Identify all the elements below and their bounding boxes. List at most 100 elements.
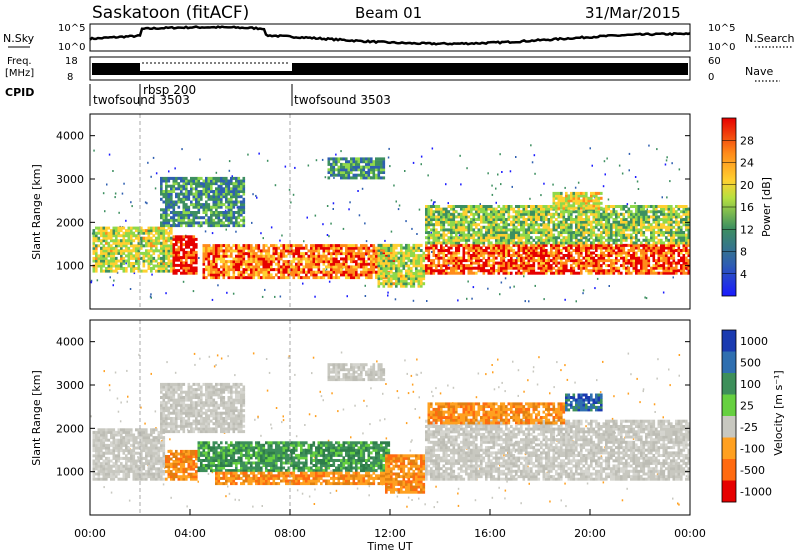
- heatmap-cell: [450, 225, 453, 229]
- heatmap-cell: [447, 271, 451, 275]
- scatter-cell: [662, 291, 665, 294]
- heatmap-cell: [170, 254, 173, 258]
- heatmap-cell: [300, 276, 303, 280]
- heatmap-cell: [352, 254, 356, 258]
- heatmap-cell: [455, 220, 458, 224]
- heatmap-cell: [572, 266, 576, 270]
- heatmap-cell: [342, 165, 346, 169]
- heatmap-cell: [470, 218, 473, 221]
- heatmap-cell: [232, 176, 236, 180]
- heatmap-cell: [615, 228, 618, 232]
- heatmap-cell: [637, 205, 641, 208]
- heatmap-cell: [580, 223, 583, 227]
- heatmap-cell: [632, 266, 636, 270]
- heatmap-cell: [600, 254, 603, 257]
- heatmap-cell: [495, 269, 498, 273]
- heatmap-cell: [140, 244, 143, 248]
- heatmap-cell: [495, 233, 498, 237]
- heatmap-cell: [180, 240, 183, 244]
- heatmap-cell: [220, 205, 223, 209]
- heatmap-cell: [190, 253, 193, 257]
- heatmap-cell: [640, 228, 643, 232]
- heatmap-cell: [610, 246, 613, 250]
- heatmap-cell: [657, 231, 661, 234]
- heatmap-cell: [512, 233, 516, 237]
- heatmap-cell: [517, 223, 521, 227]
- heatmap-cell: [592, 241, 596, 245]
- heatmap-cell: [450, 215, 453, 219]
- heatmap-cell: [367, 165, 371, 169]
- heatmap-cell: [160, 197, 163, 201]
- heatmap-cell: [190, 182, 193, 186]
- heatmap-cell: [615, 223, 618, 227]
- heatmap-cell: [570, 264, 573, 268]
- heatmap-cell: [167, 213, 171, 217]
- scatter-cell: [626, 203, 629, 206]
- heatmap-cell: [662, 246, 666, 250]
- heatmap-cell: [532, 243, 536, 247]
- heatmap-cell: [225, 268, 228, 272]
- heatmap-cell: [635, 238, 638, 242]
- heatmap-cell: [460, 212, 463, 216]
- heatmap-cell: [470, 269, 473, 273]
- heatmap-cell: [462, 236, 466, 240]
- heatmap-cell: [140, 246, 143, 250]
- heatmap-cell: [430, 236, 433, 240]
- heatmap-cell: [475, 233, 478, 237]
- heatmap-cell: [570, 256, 573, 260]
- heatmap-cell: [195, 190, 198, 193]
- heatmap-cell: [447, 210, 451, 214]
- heatmap-cell: [327, 249, 331, 253]
- heatmap-cell: [315, 270, 318, 274]
- heatmap-cell: [515, 236, 518, 240]
- heatmap-cell: [642, 243, 646, 247]
- heatmap-cell: [625, 259, 628, 263]
- heatmap-cell: [215, 273, 218, 277]
- heatmap-cell: [202, 270, 206, 274]
- heatmap-cell: [157, 229, 161, 233]
- heatmap-cell: [500, 210, 503, 214]
- heatmap-cell: [477, 218, 481, 221]
- heatmap-cell: [435, 246, 438, 250]
- heatmap-cell: [595, 238, 598, 242]
- heatmap-cell: [240, 211, 243, 214]
- heatmap-cell: [217, 273, 221, 277]
- heatmap-cell: [497, 261, 501, 265]
- heatmap-cell: [190, 200, 193, 204]
- heatmap-cell: [522, 266, 526, 270]
- heatmap-cell: [552, 233, 556, 237]
- heatmap-cell: [507, 236, 511, 240]
- heatmap-cell: [635, 241, 638, 245]
- heatmap-cell: [642, 256, 646, 260]
- heatmap-cell: [647, 218, 651, 221]
- nsearch-tick-bottom: 10^0: [708, 42, 735, 53]
- heatmap-cell: [337, 157, 341, 161]
- heatmap-cell: [482, 212, 486, 216]
- heatmap-cell: [187, 195, 191, 199]
- heatmap-cell: [382, 160, 386, 164]
- scatter-cell: [288, 188, 291, 191]
- heatmap-cell: [440, 251, 443, 255]
- heatmap-cell: [575, 218, 578, 221]
- heatmap-cell: [400, 261, 403, 265]
- heatmap-cell: [200, 190, 203, 193]
- heatmap-cell: [467, 236, 471, 240]
- heatmap-cell: [577, 225, 581, 229]
- scatter-cell: [412, 299, 415, 302]
- scatter-cell: [543, 298, 545, 301]
- heatmap-cell: [465, 246, 468, 250]
- heatmap-cell: [662, 223, 666, 227]
- heatmap-cell: [637, 228, 641, 232]
- heatmap-cell: [487, 236, 491, 240]
- heatmap-cell: [240, 262, 243, 266]
- heatmap-cell: [590, 246, 593, 250]
- heatmap-cell: [145, 251, 148, 255]
- heatmap-cell: [472, 233, 476, 237]
- heatmap-cell: [250, 276, 253, 280]
- heatmap-cell: [345, 160, 348, 164]
- heatmap-cell: [667, 269, 671, 273]
- heatmap-cell: [167, 200, 171, 204]
- heatmap-cell: [227, 260, 231, 264]
- heatmap-cell: [477, 212, 481, 216]
- heatmap-cell: [95, 269, 98, 273]
